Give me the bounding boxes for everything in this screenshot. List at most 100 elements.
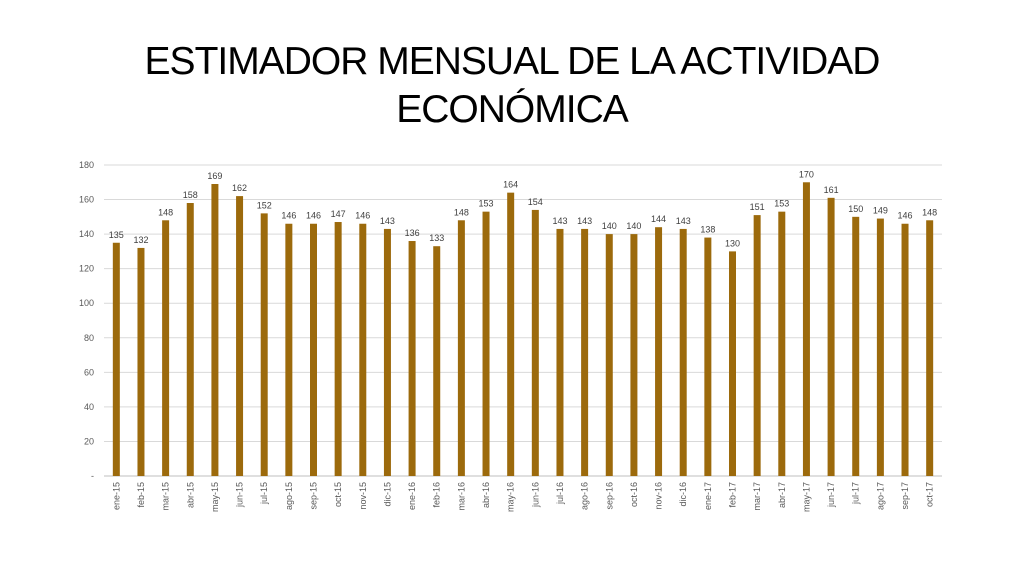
data-label: 133 — [429, 233, 444, 243]
data-label: 135 — [109, 230, 124, 240]
y-tick-label: 100 — [79, 298, 94, 308]
data-label: 148 — [158, 207, 173, 217]
data-label: 144 — [651, 214, 666, 224]
y-tick-label: 40 — [84, 402, 94, 412]
x-tick-label: ago-16 — [580, 482, 590, 510]
data-label: 146 — [306, 211, 321, 221]
bar — [852, 216, 860, 477]
bars — [112, 182, 934, 477]
data-label: 146 — [898, 211, 913, 221]
bar — [704, 237, 712, 476]
y-tick-label: 80 — [84, 333, 94, 343]
data-label: 153 — [479, 199, 494, 209]
x-tick-label: mar-16 — [456, 482, 466, 511]
bar — [211, 184, 219, 476]
data-label: 154 — [528, 197, 543, 207]
data-label: 143 — [380, 216, 395, 226]
x-tick-label: jul-17 — [851, 482, 861, 505]
x-tick-label: sep-15 — [309, 482, 319, 510]
bar — [137, 247, 145, 476]
data-label: 146 — [281, 211, 296, 221]
bar — [260, 213, 268, 476]
data-label: 170 — [799, 169, 814, 179]
bar — [581, 228, 589, 476]
bar — [457, 220, 465, 476]
x-tick-label: ene-16 — [407, 482, 417, 510]
data-label: 150 — [848, 204, 863, 214]
bar — [482, 211, 490, 476]
y-axis: - 20 40 60 80 100 120 140 160 180 — [79, 160, 94, 481]
bar — [310, 223, 317, 476]
data-label: 152 — [257, 200, 272, 210]
bar — [162, 220, 170, 476]
x-tick-label: abr-16 — [481, 482, 491, 508]
bar — [926, 220, 934, 476]
x-tick-label: mar-15 — [161, 482, 171, 511]
y-tick-label: 180 — [79, 160, 94, 170]
x-tick-label: may-16 — [506, 482, 516, 512]
data-label: 147 — [331, 209, 346, 219]
title-line-1: ESTIMADOR MENSUAL DE LA ACTIVIDAD — [144, 40, 881, 83]
x-tick-label: may-15 — [210, 482, 220, 512]
y-tick-label: 20 — [84, 436, 94, 446]
x-tick-label: mar-17 — [752, 482, 762, 511]
gridlines — [104, 164, 942, 477]
data-label: 143 — [577, 216, 592, 226]
x-tick-label: jun-17 — [826, 482, 836, 508]
bar — [876, 218, 884, 477]
x-tick-label: feb-16 — [432, 482, 442, 508]
data-label: 143 — [552, 216, 567, 226]
data-label: 164 — [503, 180, 518, 190]
bar — [334, 222, 342, 476]
x-tick-label: oct-16 — [629, 482, 639, 507]
x-tick-label: ago-17 — [875, 482, 885, 510]
x-tick-label: feb-17 — [728, 482, 738, 508]
x-tick-label: abr-17 — [777, 482, 787, 508]
bar — [778, 211, 786, 476]
bar — [827, 197, 835, 477]
bar — [753, 215, 761, 476]
bar — [630, 234, 638, 476]
title-line-2: ECONÓMICA — [396, 88, 629, 131]
bar — [605, 234, 613, 476]
data-label: 153 — [774, 199, 789, 209]
x-tick-label: nov-15 — [358, 482, 368, 510]
data-label: 148 — [454, 207, 469, 217]
x-tick-label: jul-16 — [555, 482, 565, 505]
page-title: ESTIMADOR MENSUAL DE LA ACTIVIDAD ECONÓM… — [0, 38, 1024, 134]
bar — [556, 228, 564, 476]
data-label: 149 — [873, 206, 888, 216]
bar — [901, 223, 909, 476]
bar — [186, 203, 194, 476]
bar — [507, 192, 515, 476]
y-tick-label: 140 — [79, 229, 94, 239]
data-label: 140 — [602, 221, 617, 231]
data-label: 148 — [922, 207, 937, 217]
bar — [112, 242, 120, 476]
data-label: 132 — [133, 235, 148, 245]
bar — [408, 241, 416, 476]
x-tick-label: nov-16 — [654, 482, 664, 510]
x-tick-label: jun-16 — [530, 482, 540, 508]
y-tick-label: - — [91, 471, 94, 481]
x-tick-label: dic-15 — [382, 482, 392, 507]
x-tick-label: ene-17 — [703, 482, 713, 510]
x-tick-label: oct-15 — [333, 482, 343, 507]
y-tick-label: 160 — [79, 195, 94, 205]
bar — [802, 182, 810, 476]
bar — [433, 246, 441, 476]
bar — [655, 227, 663, 476]
bar — [531, 209, 539, 476]
x-tick-label: oct-17 — [925, 482, 935, 507]
x-tick-label: may-17 — [801, 482, 811, 512]
x-tick-label: dic-16 — [678, 482, 688, 507]
data-label: 158 — [183, 190, 198, 200]
data-label: 151 — [750, 202, 765, 212]
x-tick-label: jul-15 — [259, 482, 269, 505]
data-label: 140 — [626, 221, 641, 231]
x-tick-label: ago-15 — [284, 482, 294, 510]
x-tick-label: ene-15 — [111, 482, 121, 510]
bar — [285, 223, 293, 476]
data-label: 162 — [232, 183, 247, 193]
